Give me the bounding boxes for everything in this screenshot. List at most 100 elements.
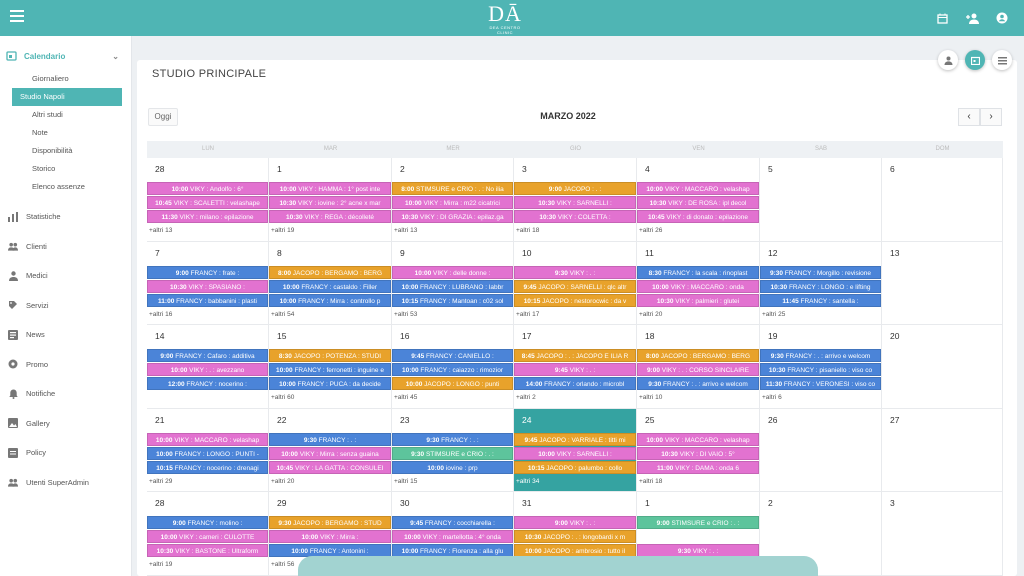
sidebar-subitem[interactable]: Altri studi [32, 110, 63, 119]
calendar-event[interactable]: 10:30 VIKY : BASTONE : Ultraform [147, 544, 268, 557]
calendar-event[interactable]: 10:00 VIKY : Andolfo : 6° [147, 182, 268, 195]
more-events-link[interactable]: +altri 17 [516, 310, 540, 318]
calendar-day[interactable]: 12 9:30 FRANCY : Morgillo : revisione 10:3… [760, 241, 882, 325]
more-events-link[interactable]: +altri 6 [762, 394, 782, 401]
calendar-event[interactable]: 10:00 VIKY : martellotta : 4° onda [392, 530, 513, 543]
calendar-event[interactable]: 10:45 VIKY : LA GATTA : CONSULEI [269, 460, 391, 474]
calendar-event[interactable]: 10:00 VIKY : MACCARO : velashap [147, 432, 268, 446]
more-events-link[interactable]: +altri 60 [271, 394, 295, 401]
more-events-link[interactable]: +altri 34 [516, 477, 540, 485]
calendar-day[interactable]: 1 10:00 VIKY : HAMMA : 1° post inte 10:30 … [269, 158, 392, 242]
menu-icon[interactable] [10, 10, 24, 24]
sidebar-item-policy[interactable]: Policy [0, 438, 131, 468]
calendar-day[interactable]: 29 9:30 JACOPO : BERGAMO : STUD 10:00 VIKY… [269, 492, 392, 576]
calendar-event[interactable]: 9:30 FRANCY : Morgillo : revisione [760, 265, 881, 279]
sidebar-subitem[interactable]: Disponibilità [32, 146, 73, 155]
calendar-day[interactable]: 11 8:30 FRANCY : la scala : rinoplast 10:0… [637, 241, 760, 325]
calendar-day[interactable]: 4 10:00 VIKY : MACCARO : velashap 10:30 VI… [637, 158, 760, 242]
calendar-event[interactable]: 10:00 VIKY : HAMMA : 1° post inte [269, 182, 391, 195]
calendar-event[interactable]: 10:00 VIKY : Mirra : [269, 530, 391, 543]
more-events-link[interactable]: +altri 26 [639, 227, 663, 234]
more-events-link[interactable]: +altri 20 [271, 477, 295, 485]
calendar-event[interactable]: 10:30 VIKY : COLETTA : [514, 210, 636, 223]
calendar-day[interactable]: 20 [882, 325, 1003, 409]
calendar-add-icon[interactable] [934, 10, 950, 26]
calendar-event[interactable]: 10:00 FRANCY : Mirra : controllo p [269, 293, 391, 307]
calendar-day[interactable]: 6 [882, 158, 1003, 242]
calendar-event[interactable]: 10:30 VIKY : SARNELLI : [514, 196, 636, 209]
calendar-event[interactable]: 9:00 VIKY : . : [514, 516, 636, 529]
calendar-event[interactable]: 10:30 JACOPO : . : longobardi x m [514, 530, 636, 543]
calendar-day[interactable]: 8 8:00 JACOPO : BERGAMO : BERG 10:00 FRANC… [269, 241, 392, 325]
sidebar-item-news[interactable]: News [0, 320, 131, 350]
more-events-link[interactable]: +altri 29 [149, 477, 173, 485]
calendar-day[interactable]: 31 9:00 VIKY : . :10:30 JACOPO : . : long… [514, 492, 637, 576]
sidebar-item-clienti[interactable]: Clienti [0, 232, 131, 262]
calendar-event[interactable]: 10:00 VIKY : MACCARO : velashap [637, 182, 759, 195]
calendar-day[interactable]: 2 [760, 492, 882, 576]
sidebar-subitem[interactable]: Storico [32, 164, 56, 173]
calendar-event[interactable]: 10:00 FRANCY : Florenza : alla glu [392, 544, 513, 557]
more-events-link[interactable]: +altri 19 [271, 227, 295, 234]
sidebar-subitem[interactable]: Studio Napoli [12, 88, 122, 106]
calendar-day[interactable]: 3 [882, 492, 1003, 576]
person-view-button[interactable] [938, 50, 958, 70]
calendar-event[interactable]: 8:45 JACOPO : . : JACOPO E ILIA R [514, 349, 636, 362]
calendar-event[interactable]: 9:30 JACOPO : BERGAMO : STUD [269, 516, 391, 529]
more-events-link[interactable]: +altri 54 [271, 310, 295, 318]
more-events-link[interactable]: +altri 53 [394, 310, 418, 318]
calendar-event[interactable]: 10:15 JACOPO : nestorocwic : da v [514, 293, 636, 307]
calendar-day[interactable]: 27 [882, 408, 1003, 492]
calendar-day[interactable]: 5 [760, 158, 882, 242]
sidebar-subitem[interactable]: Elenco assenze [32, 182, 85, 191]
calendar-event[interactable]: 9:45 FRANCY : CANIELLO : [392, 349, 513, 362]
calendar-event[interactable]: 9:00 FRANCY : molino : [147, 516, 268, 529]
today-button[interactable]: Oggi [148, 108, 178, 126]
calendar-event[interactable]: 10:00 VIKY : SARNELLI : [514, 446, 636, 460]
calendar-event[interactable]: 9:00 FRANCY : frate : [147, 265, 268, 279]
calendar-event[interactable]: 10:00 iovine : prp [392, 460, 513, 474]
sidebar-item-statistiche[interactable]: Statistiche [0, 202, 131, 232]
calendar-event[interactable]: 10:00 FRANCY : LUBRANO : labbr [392, 279, 513, 293]
calendar-event[interactable]: 11:45 FRANCY : santella : [760, 293, 881, 307]
more-events-link[interactable]: +altri 25 [762, 310, 786, 318]
calendar-event[interactable]: 8:00 JACOPO : BERGAMO : BERG [269, 265, 391, 279]
calendar-event[interactable]: 9:30 FRANCY : . : arrivo e welcom [760, 349, 881, 362]
calendar-day[interactable]: 22 9:30 FRANCY : . :10:00 VIKY : Mirra : … [269, 408, 392, 492]
calendar-event[interactable]: 14:00 FRANCY : orlando : microbl [514, 377, 636, 390]
more-events-link[interactable]: +altri 10 [639, 394, 663, 401]
more-events-link[interactable]: +altri 13 [149, 227, 173, 234]
calendar-day[interactable]: 15 8:30 JACOPO : POTENZA : STUDI 10:00 FRA… [269, 325, 392, 409]
calendar-event[interactable]: 10:15 FRANCY : Mantoan : c02 sol [392, 293, 513, 307]
calendar-day[interactable]: 26 [760, 408, 882, 492]
calendar-event[interactable]: 10:30 VIKY : DE ROSA : ipl decol [637, 196, 759, 209]
more-events-link[interactable]: +altri 13 [394, 227, 418, 234]
calendar-event[interactable]: 9:45 JACOPO : VARRIALE : titti mi [514, 432, 636, 446]
calendar-day[interactable]: 14 9:00 FRANCY : Cafaro : additiva 10:00 V… [147, 325, 269, 409]
calendar-event[interactable]: 10:30 VIKY : iovine : 2° acne x mar [269, 196, 391, 209]
calendar-day[interactable]: 13 [882, 241, 1003, 325]
calendar-event[interactable]: 10:00 FRANCY : PUCA : da decide [269, 377, 391, 390]
calendar-event[interactable]: 11:00 VIKY : DAMA : onda 6 [637, 460, 759, 474]
calendar-day[interactable]: 23 9:30 FRANCY : . :9:30 STIMSURE e CRIO … [392, 408, 514, 492]
calendar-day[interactable]: 21 10:00 VIKY : MACCARO : velashap 10:00 F… [147, 408, 269, 492]
calendar-event[interactable]: 10:00 JACOPO : LONGO : punti [392, 377, 513, 390]
calendar-event[interactable]: 8:00 JACOPO : BERGAMO : BERG [637, 349, 759, 362]
more-events-link[interactable]: +altri 2 [516, 394, 536, 401]
more-events-link[interactable]: +altri 18 [516, 227, 540, 234]
calendar-event[interactable]: 10:30 FRANCY : pisaniello : viso co [760, 363, 881, 376]
calendar-event[interactable]: 12:00 FRANCY : nocerino : [147, 377, 268, 390]
calendar-event[interactable]: 10:00 VIKY : cameri : CULOTTE [147, 530, 268, 543]
calendar-day[interactable]: 28 10:00 VIKY : Andolfo : 6° 10:45 VIKY : … [147, 158, 269, 242]
sidebar-subitem[interactable]: Giornaliero [32, 74, 69, 83]
calendar-day[interactable]: 28 9:00 FRANCY : molino :10:00 VIKY : cam… [147, 492, 269, 576]
calendar-event[interactable]: 8:30 FRANCY : la scala : rinoplast [637, 265, 759, 279]
calendar-event[interactable]: 10:00 FRANCY : LONGO : PUNTI - [147, 446, 268, 460]
sidebar-section-calendario[interactable]: Calendario ⌄ [0, 42, 131, 70]
calendar-day[interactable]: 3 9:00 JACOPO : . :10:30 VIKY : SARNELLI … [514, 158, 637, 242]
more-events-link[interactable]: +altri 20 [639, 310, 663, 318]
calendar-event[interactable]: 10:30 FRANCY : LONGO : e lifting [760, 279, 881, 293]
calendar-event[interactable]: 9:45 FRANCY : cocchiarella : [392, 516, 513, 529]
calendar-event[interactable]: 9:30 STIMSURE e CRIO : . : [392, 446, 513, 460]
calendar-event[interactable]: 11:30 VIKY : milano : epilazione [147, 210, 268, 223]
